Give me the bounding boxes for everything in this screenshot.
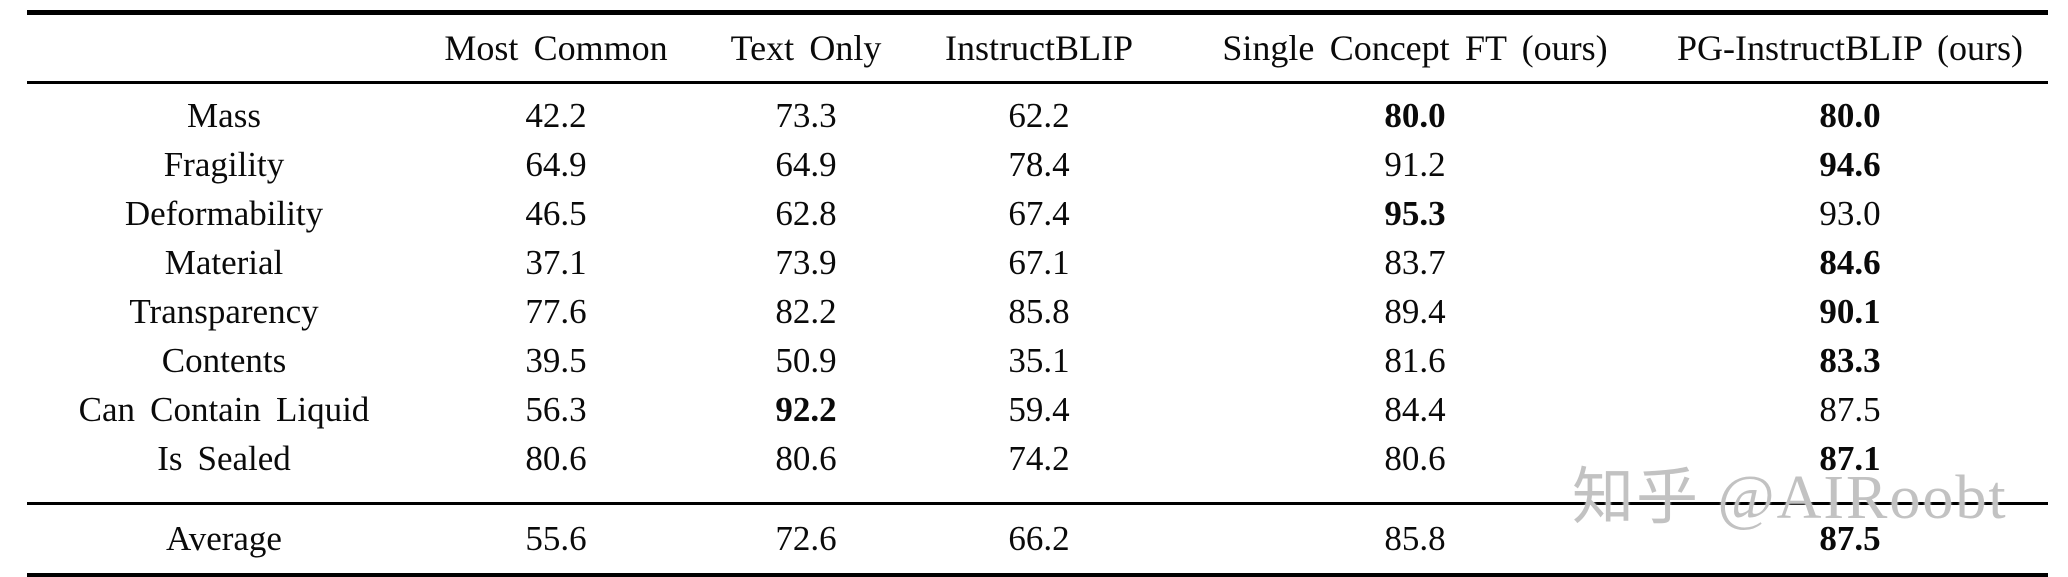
results-table-container: Most Common Text Only InstructBLIP Single C…	[27, 10, 2048, 577]
value-cell: 67.4	[1008, 193, 1070, 233]
zhihu-watermark: 知乎 @AIRoobt	[1572, 464, 2008, 532]
value-cell: 80.6	[775, 438, 837, 478]
value-cell: 77.6	[525, 291, 587, 331]
value-cell: 67.1	[1008, 242, 1070, 282]
value-cell: 55.6	[400, 502, 712, 577]
row-label-header	[27, 12, 400, 84]
value-cell: 73.9	[775, 242, 837, 282]
column-header: Most Common	[400, 12, 712, 84]
row-label: Can Contain Liquid	[78, 389, 370, 429]
row-label: Contents	[161, 340, 287, 380]
table-row: Contents 39.5 50.9 35.1 81.6 83.3	[27, 336, 2048, 385]
row-label: Mass	[187, 95, 261, 135]
value-cell: 78.4	[1008, 144, 1070, 184]
table-row: Material 37.1 73.9 67.1 83.7 84.6	[27, 238, 2048, 287]
table-row: Is Sealed 80.6 80.6 74.2 80.6 87.1	[27, 434, 2048, 504]
column-header: PG-InstructBLIP (ours)	[1652, 12, 2048, 84]
value-cell: 84.6	[1819, 242, 1881, 282]
value-cell: 72.6	[712, 502, 900, 577]
value-cell: 62.2	[1008, 95, 1070, 135]
value-cell: 74.2	[1008, 438, 1070, 478]
header-row: Most Common Text Only InstructBLIP Single C…	[27, 12, 2048, 84]
value-cell: 82.2	[775, 291, 837, 331]
value-cell: 56.3	[525, 389, 587, 429]
column-header: InstructBLIP	[900, 12, 1178, 84]
value-cell: 80.6	[525, 438, 587, 478]
value-cell: 94.6	[1819, 144, 1881, 184]
row-label: Average	[27, 502, 400, 577]
row-label: Deformability	[124, 193, 324, 233]
value-cell: 84.4	[1384, 389, 1446, 429]
value-cell: 62.8	[775, 193, 837, 233]
table-row: Can Contain Liquid 56.3 92.2 59.4 84.4 87.5	[27, 385, 2048, 434]
row-label: Fragility	[163, 144, 285, 184]
value-cell: 81.6	[1384, 340, 1446, 380]
value-cell: 46.5	[525, 193, 587, 233]
table-body: Mass 42.2 73.3 62.2 80.0 80.0 Fragility 64.9 64.…	[27, 83, 2048, 504]
table-header: Most Common Text Only InstructBLIP Single C…	[27, 12, 2048, 84]
row-label: Material	[164, 242, 284, 282]
table-row: Deformability 46.5 62.8 67.4 95.3 93.0	[27, 189, 2048, 238]
table-row: Fragility 64.9 64.9 78.4 91.2 94.6	[27, 140, 2048, 189]
value-cell: 35.1	[1008, 340, 1070, 380]
value-cell: 91.2	[1384, 144, 1446, 184]
value-cell: 93.0	[1819, 193, 1881, 233]
value-cell: 83.7	[1384, 242, 1446, 282]
value-cell: 80.6	[1384, 438, 1446, 478]
value-cell: 89.4	[1384, 291, 1446, 331]
value-cell: 64.9	[525, 144, 587, 184]
column-header: Text Only	[712, 12, 900, 84]
value-cell: 64.9	[775, 144, 837, 184]
value-cell: 83.3	[1819, 340, 1881, 380]
column-header: Single Concept FT (ours)	[1178, 12, 1652, 84]
value-cell: 80.0	[1819, 95, 1881, 135]
value-cell: 80.0	[1384, 95, 1446, 135]
table-row: Mass 42.2 73.3 62.2 80.0 80.0	[27, 83, 2048, 141]
value-cell: 87.5	[1819, 389, 1881, 429]
table-row: Transparency 77.6 82.2 85.8 89.4 90.1	[27, 287, 2048, 336]
value-cell: 50.9	[775, 340, 837, 380]
value-cell: 42.2	[525, 95, 587, 135]
value-cell: 90.1	[1819, 291, 1881, 331]
results-table: Most Common Text Only InstructBLIP Single C…	[27, 10, 2048, 577]
row-label: Is Sealed	[157, 438, 291, 478]
row-label: Transparency	[129, 291, 319, 331]
value-cell: 85.8	[1008, 291, 1070, 331]
value-cell: 73.3	[775, 95, 837, 135]
value-cell: 87.1	[1819, 438, 1881, 478]
value-cell: 37.1	[525, 242, 587, 282]
value-cell: 59.4	[1008, 389, 1070, 429]
value-cell: 92.2	[775, 389, 837, 429]
value-cell: 39.5	[525, 340, 587, 380]
value-cell: 66.2	[900, 502, 1178, 577]
value-cell: 95.3	[1384, 193, 1446, 233]
